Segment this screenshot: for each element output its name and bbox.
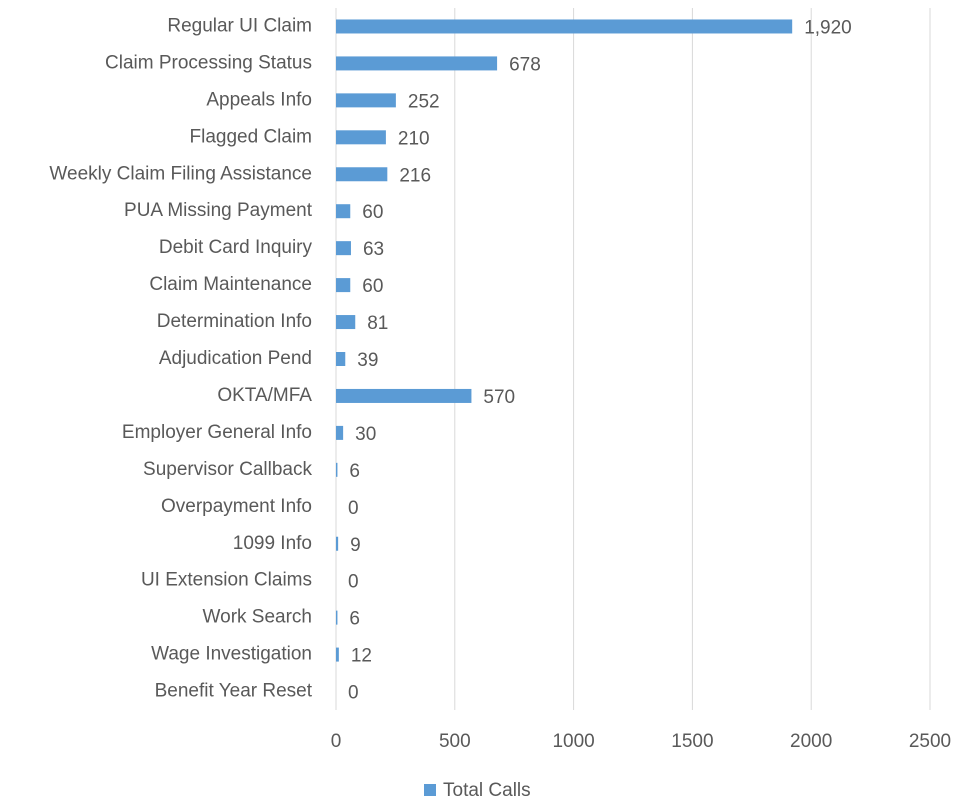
bar — [336, 56, 498, 71]
data-label: 30 — [355, 424, 376, 445]
data-label: 81 — [367, 313, 388, 334]
bar — [336, 462, 338, 477]
x-tick-label: 1500 — [671, 731, 713, 752]
data-label: 252 — [408, 91, 440, 112]
data-label: 39 — [357, 350, 378, 371]
bar — [336, 425, 344, 440]
x-tick-label: 0 — [331, 731, 342, 752]
bar — [336, 130, 386, 145]
y-tick-label: UI Extension Claims — [141, 570, 312, 591]
y-tick-label: Supervisor Callback — [143, 459, 312, 480]
data-label: 216 — [399, 165, 431, 186]
bar — [336, 93, 396, 108]
bar — [336, 352, 346, 366]
data-label: 6 — [349, 461, 360, 482]
y-tick-label: OKTA/MFA — [217, 385, 312, 406]
bar — [336, 278, 351, 293]
data-label: 0 — [348, 498, 359, 519]
y-tick-label: Flagged Claim — [190, 126, 313, 147]
y-tick-label: Weekly Claim Filing Assistance — [49, 163, 312, 184]
data-label: 1,920 — [804, 17, 852, 38]
y-tick-label: Employer General Info — [122, 422, 312, 443]
data-label: 60 — [362, 276, 383, 297]
y-tick-label: Adjudication Pend — [159, 348, 312, 369]
data-label: 0 — [348, 683, 359, 704]
y-tick-label: PUA Missing Payment — [124, 200, 313, 221]
x-tick-label: 2500 — [909, 731, 951, 752]
x-tick-label: 2000 — [790, 731, 832, 752]
y-tick-label: Overpayment Info — [161, 496, 312, 517]
x-tick-label: 1000 — [552, 731, 594, 752]
data-label: 6 — [349, 609, 360, 630]
y-tick-label: Claim Maintenance — [149, 274, 312, 295]
data-label: 9 — [350, 535, 361, 556]
legend-swatch — [424, 784, 436, 796]
data-label: 0 — [348, 572, 359, 593]
data-label: 60 — [362, 202, 383, 223]
bar — [336, 19, 793, 34]
y-tick-label: Wage Investigation — [151, 644, 312, 665]
y-tick-label: Determination Info — [157, 311, 312, 332]
y-tick-label: Debit Card Inquiry — [159, 237, 313, 258]
bar — [336, 167, 388, 182]
data-label: 63 — [363, 239, 384, 260]
bar — [336, 610, 338, 625]
data-label: 570 — [483, 387, 515, 408]
y-tick-label: Benefit Year Reset — [155, 681, 313, 702]
bar — [336, 388, 472, 403]
data-label: 678 — [509, 54, 541, 75]
x-tick-label: 500 — [439, 731, 471, 752]
bar — [336, 536, 339, 551]
bar — [336, 315, 356, 330]
y-tick-label: 1099 Info — [233, 533, 312, 554]
y-tick-label: Claim Processing Status — [105, 52, 312, 73]
bar — [336, 647, 339, 662]
y-tick-label: Regular UI Claim — [167, 15, 312, 36]
legend-label: Total Calls — [443, 780, 531, 800]
data-label: 210 — [398, 128, 430, 149]
bar — [336, 204, 351, 219]
y-tick-label: Work Search — [203, 607, 312, 628]
data-label: 12 — [351, 646, 372, 667]
y-tick-label: Appeals Info — [206, 89, 312, 110]
bar — [336, 241, 351, 256]
